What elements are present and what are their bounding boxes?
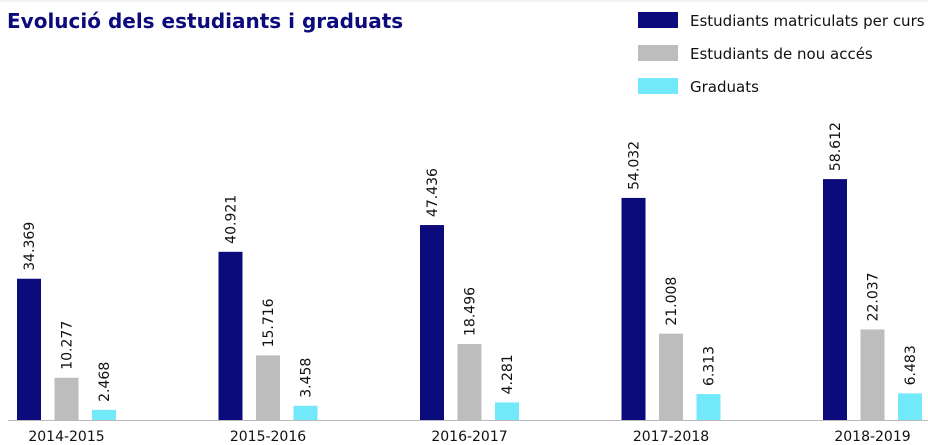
x-tick-label: 2017-2018	[633, 429, 709, 445]
bar	[420, 225, 444, 420]
bar	[495, 402, 519, 420]
x-tick-label: 2014-2015	[28, 429, 104, 445]
value-label: 47.436	[425, 168, 441, 217]
value-label: 6.313	[702, 346, 718, 386]
legend-label: Graduats	[690, 78, 759, 96]
legend-swatch	[638, 45, 678, 61]
value-label: 34.369	[22, 222, 38, 271]
bar	[54, 377, 79, 420]
value-label: 40.921	[224, 195, 240, 244]
bar	[92, 409, 116, 420]
value-label: 21.008	[664, 277, 680, 326]
bar	[898, 393, 922, 420]
bar	[17, 278, 41, 420]
legend-swatch	[638, 12, 678, 28]
bar	[621, 197, 646, 420]
legend-label: Estudiants de nou accés	[690, 45, 873, 63]
bar	[218, 251, 243, 420]
x-tick-label: 2018-2019	[834, 429, 910, 445]
legend-swatch	[638, 78, 678, 94]
value-label: 10.277	[60, 321, 76, 370]
x-tick-label: 2016-2017	[431, 429, 507, 445]
bar	[696, 394, 721, 420]
value-label: 22.037	[866, 272, 882, 321]
bar	[659, 333, 683, 420]
bar	[823, 179, 847, 420]
bar	[457, 343, 482, 420]
value-label: 58.612	[828, 122, 844, 171]
value-label: 15.716	[261, 298, 277, 347]
value-label: 54.032	[627, 141, 643, 190]
chart-title: Evolució dels estudiants i graduats	[7, 9, 403, 33]
value-label: 18.496	[463, 287, 479, 336]
value-label: 4.281	[500, 354, 516, 394]
bar	[860, 329, 885, 420]
value-label: 2.468	[97, 362, 113, 402]
bar	[256, 355, 280, 420]
legend-label: Estudiants matriculats per curs	[690, 12, 925, 30]
x-tick-label: 2015-2016	[230, 429, 306, 445]
bar	[293, 405, 318, 420]
value-label: 6.483	[903, 345, 919, 385]
value-label: 3.458	[299, 358, 315, 398]
